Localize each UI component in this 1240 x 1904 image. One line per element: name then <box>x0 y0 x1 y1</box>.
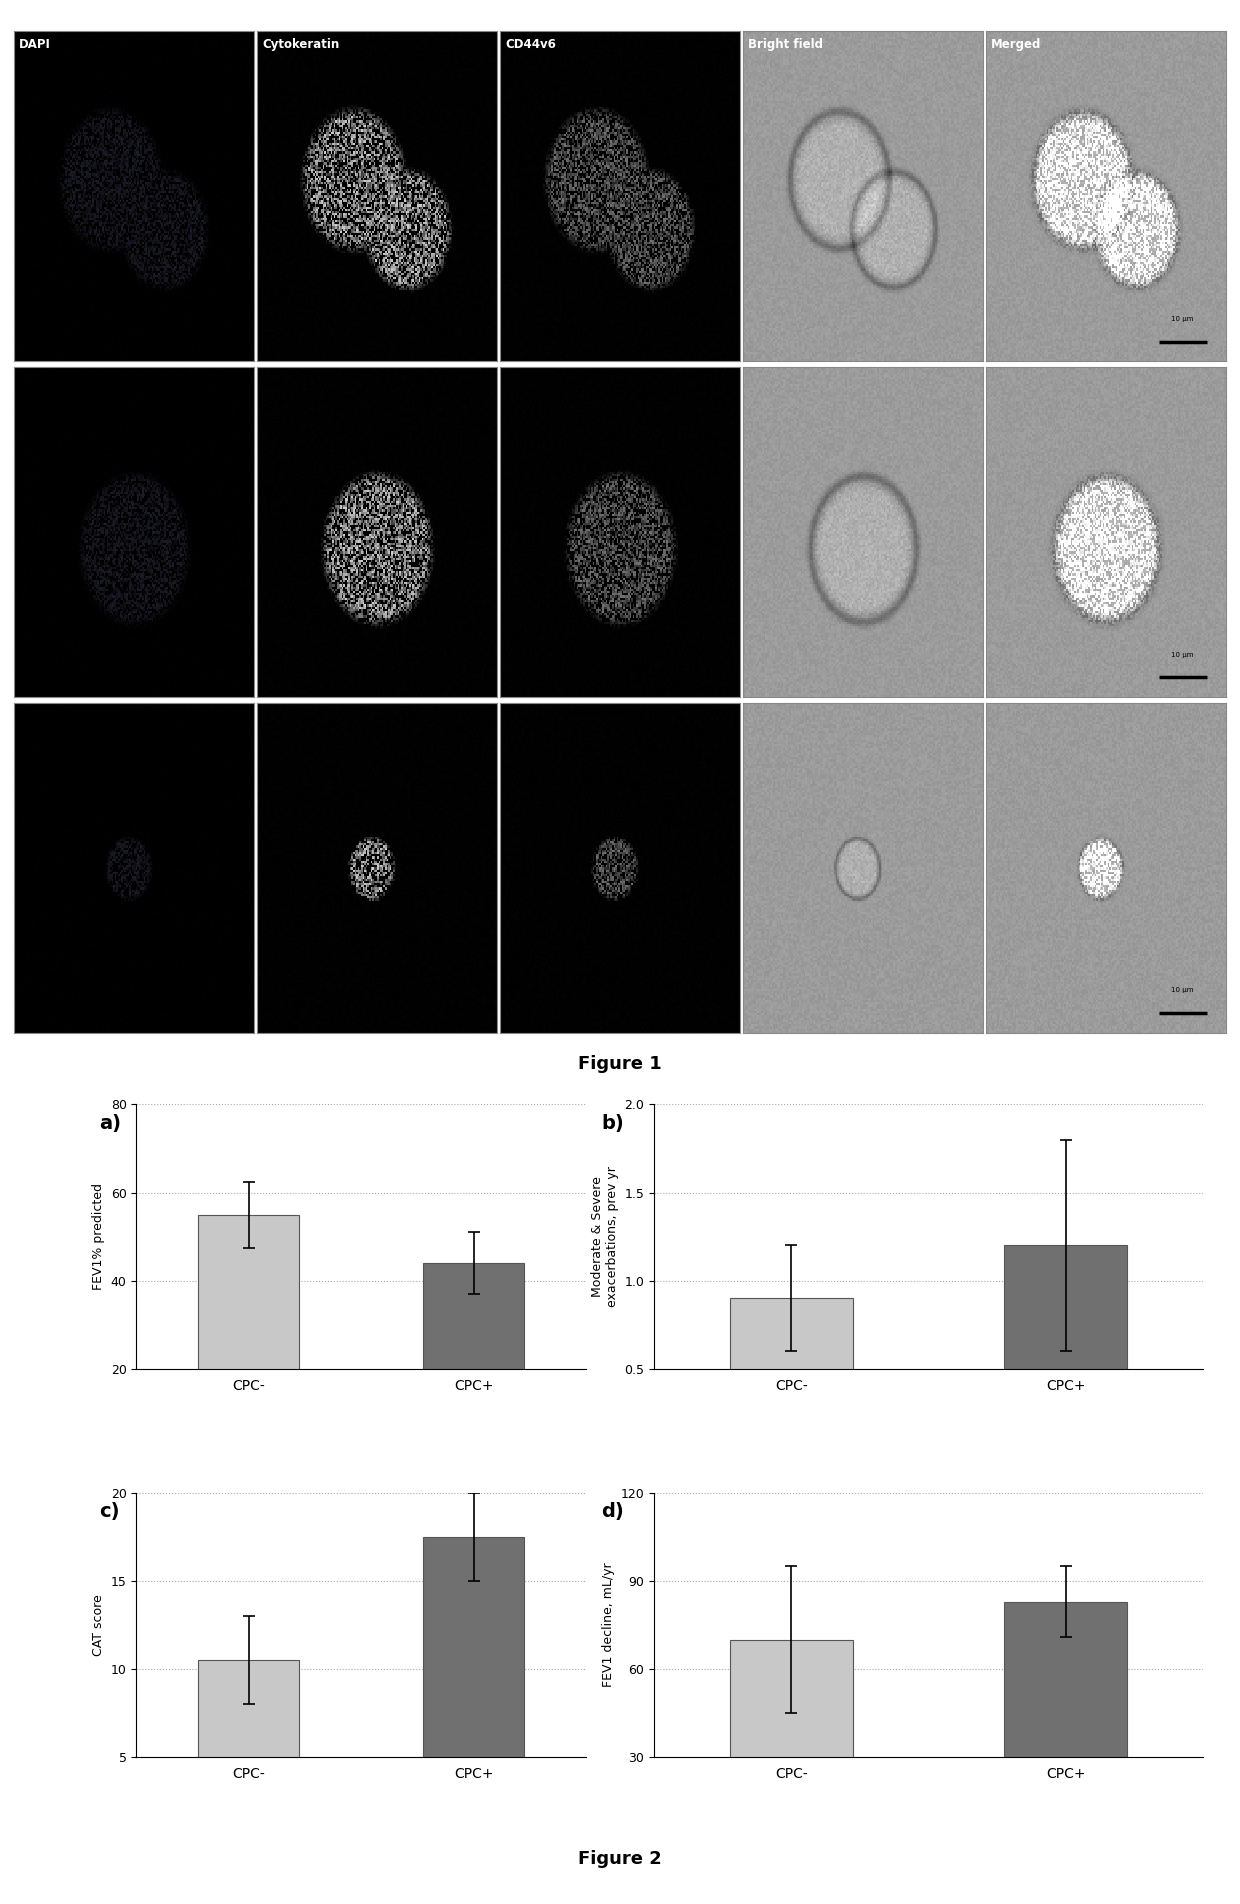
Y-axis label: FEV1% predicted: FEV1% predicted <box>92 1182 105 1291</box>
Text: Figure 1: Figure 1 <box>578 1055 662 1074</box>
Bar <box>423 1537 525 1845</box>
Text: Cytokeratin: Cytokeratin <box>262 38 340 51</box>
Text: 10 μm: 10 μm <box>1172 316 1194 322</box>
Bar <box>1004 1601 1127 1845</box>
Text: CD44v6: CD44v6 <box>505 38 556 51</box>
Text: c): c) <box>99 1502 120 1521</box>
Text: 10 μm: 10 μm <box>1172 651 1194 657</box>
Bar <box>198 1215 299 1457</box>
Bar <box>729 1639 853 1845</box>
Text: Bright field: Bright field <box>748 38 823 51</box>
Y-axis label: Moderate & Severe
exacerbations, prev yr: Moderate & Severe exacerbations, prev yr <box>590 1167 619 1306</box>
Bar <box>729 1299 853 1457</box>
Y-axis label: FEV1 decline, mL/yr: FEV1 decline, mL/yr <box>603 1563 615 1687</box>
Text: DAPI: DAPI <box>19 38 51 51</box>
Text: 10 μm: 10 μm <box>1172 988 1194 994</box>
Text: Figure 2: Figure 2 <box>578 1851 662 1868</box>
Text: d): d) <box>601 1502 624 1521</box>
Bar <box>1004 1245 1127 1457</box>
Text: a): a) <box>99 1114 122 1133</box>
Text: Merged: Merged <box>991 38 1042 51</box>
Text: b): b) <box>601 1114 624 1133</box>
Bar <box>423 1262 525 1457</box>
Bar <box>198 1660 299 1845</box>
Y-axis label: CAT score: CAT score <box>92 1594 105 1656</box>
